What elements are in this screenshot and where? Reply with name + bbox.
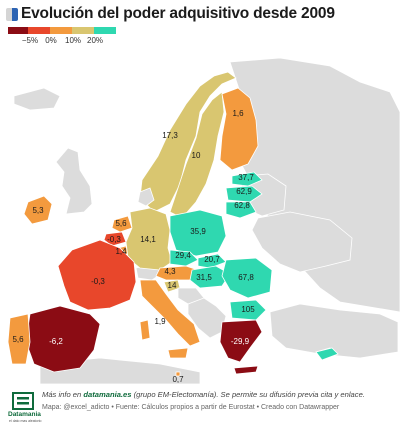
region-sicily (167, 347, 189, 359)
footer-info-prefix: Más info en (42, 390, 84, 399)
map-title: Evolución del poder adquisitivo desde 20… (21, 5, 335, 22)
legend-swatch-3 (50, 27, 72, 34)
label-slovakia: 20,7 (204, 255, 220, 264)
label-portugal: 5,6 (12, 335, 24, 344)
region-italy (139, 279, 201, 347)
label-spain: -6,2 (49, 337, 63, 346)
label-norway: 17,3 (162, 131, 178, 140)
legend-tick-10: 10% (64, 36, 82, 45)
europe-map: 17,3 1,6 10 37,7 62,9 62,8 5,3 5,6 -0,3 … (7, 57, 400, 384)
label-lithuania: 62,8 (234, 201, 250, 210)
label-austria: 4,3 (164, 267, 176, 276)
region-portugal (7, 313, 31, 365)
label-sweden: 10 (192, 151, 201, 160)
region-uk (55, 147, 93, 215)
region-estonia (231, 171, 263, 187)
legend-swatch-5 (94, 27, 116, 34)
region-romania (221, 257, 273, 299)
region-bulgaria (229, 299, 267, 321)
label-slovenia: 14 (168, 281, 177, 290)
region-spain (25, 305, 101, 373)
legend-tick-minus5: −5% (21, 36, 39, 45)
label-france: -0,3 (91, 277, 105, 286)
footer-info: Más info en datamania.es (grupo EM-Elect… (42, 390, 365, 399)
logo-wordmark: Datamania (8, 411, 41, 418)
footer-info-suffix: (grupo EM-Electomanía). Se permite su di… (131, 390, 365, 399)
region-lithuania (225, 201, 257, 219)
label-romania: 67,8 (238, 273, 254, 282)
region-latvia (225, 185, 263, 203)
footer: Datamania el dato mas aleatorio Más info… (6, 386, 396, 426)
legend-tick-0: 0% (45, 36, 57, 45)
label-ireland: 5,3 (32, 206, 44, 215)
region-denmark (137, 187, 155, 207)
label-italy: 1,9 (154, 317, 166, 326)
value-labels: 17,3 1,6 10 37,7 62,9 62,8 5,3 5,6 -0,3 … (12, 109, 255, 384)
datamania-link[interactable]: datamania.es (83, 390, 132, 399)
region-czechia (169, 249, 199, 267)
color-legend: −5% 0% 10% 20% (8, 27, 118, 49)
footer-credits: Mapa: @excel_adicto • Fuente: Cálculos p… (42, 404, 340, 411)
region-iceland (13, 87, 61, 111)
label-netherlands: 5,6 (115, 219, 127, 228)
region-malta (175, 371, 181, 377)
label-hungary: 31,5 (196, 273, 212, 282)
region-finland (219, 87, 259, 171)
region-turkey (269, 303, 399, 359)
region-greece (219, 319, 263, 363)
label-finland: 1,6 (232, 109, 244, 118)
legend-tick-20: 20% (86, 36, 104, 45)
region-belgium (103, 231, 127, 247)
region-ireland (23, 195, 53, 225)
legend-swatch-2 (28, 27, 50, 34)
logo-tagline: el dato mas aleatorio (9, 419, 42, 423)
datamania-logo-icon (12, 392, 34, 410)
datamania-logo: Datamania el dato mas aleatorio (8, 392, 42, 426)
eu-countries (7, 71, 339, 377)
label-germany: 14,1 (140, 235, 156, 244)
region-france (57, 239, 137, 311)
legend-swatch-1 (8, 27, 28, 34)
region-norway (139, 71, 237, 213)
region-hungary (189, 265, 231, 289)
region-ukraine (251, 211, 353, 273)
title-row: Evolución del poder adquisitivo desde 20… (6, 4, 396, 24)
region-cyprus-eu (315, 347, 339, 361)
region-poland (169, 209, 227, 257)
label-bulgaria: 105 (241, 305, 255, 314)
legend-swatch-4 (72, 27, 94, 34)
region-croatia (177, 287, 205, 305)
region-netherlands (111, 215, 133, 233)
label-poland: 35,9 (190, 227, 206, 236)
label-luxembourg: 1,4 (115, 247, 127, 256)
eu-flag-icon (6, 7, 18, 21)
label-belgium: -0,3 (107, 235, 121, 244)
region-sweden (169, 91, 225, 219)
label-estonia: 37,7 (238, 173, 254, 182)
region-crete (233, 365, 259, 375)
label-greece: -29,9 (231, 337, 250, 346)
label-malta: 0,7 (172, 375, 184, 384)
label-latvia: 62,9 (236, 187, 252, 196)
region-germany (125, 207, 173, 271)
region-sardinia (139, 319, 151, 341)
label-czechia: 29,4 (175, 251, 191, 260)
region-slovakia (197, 253, 227, 269)
